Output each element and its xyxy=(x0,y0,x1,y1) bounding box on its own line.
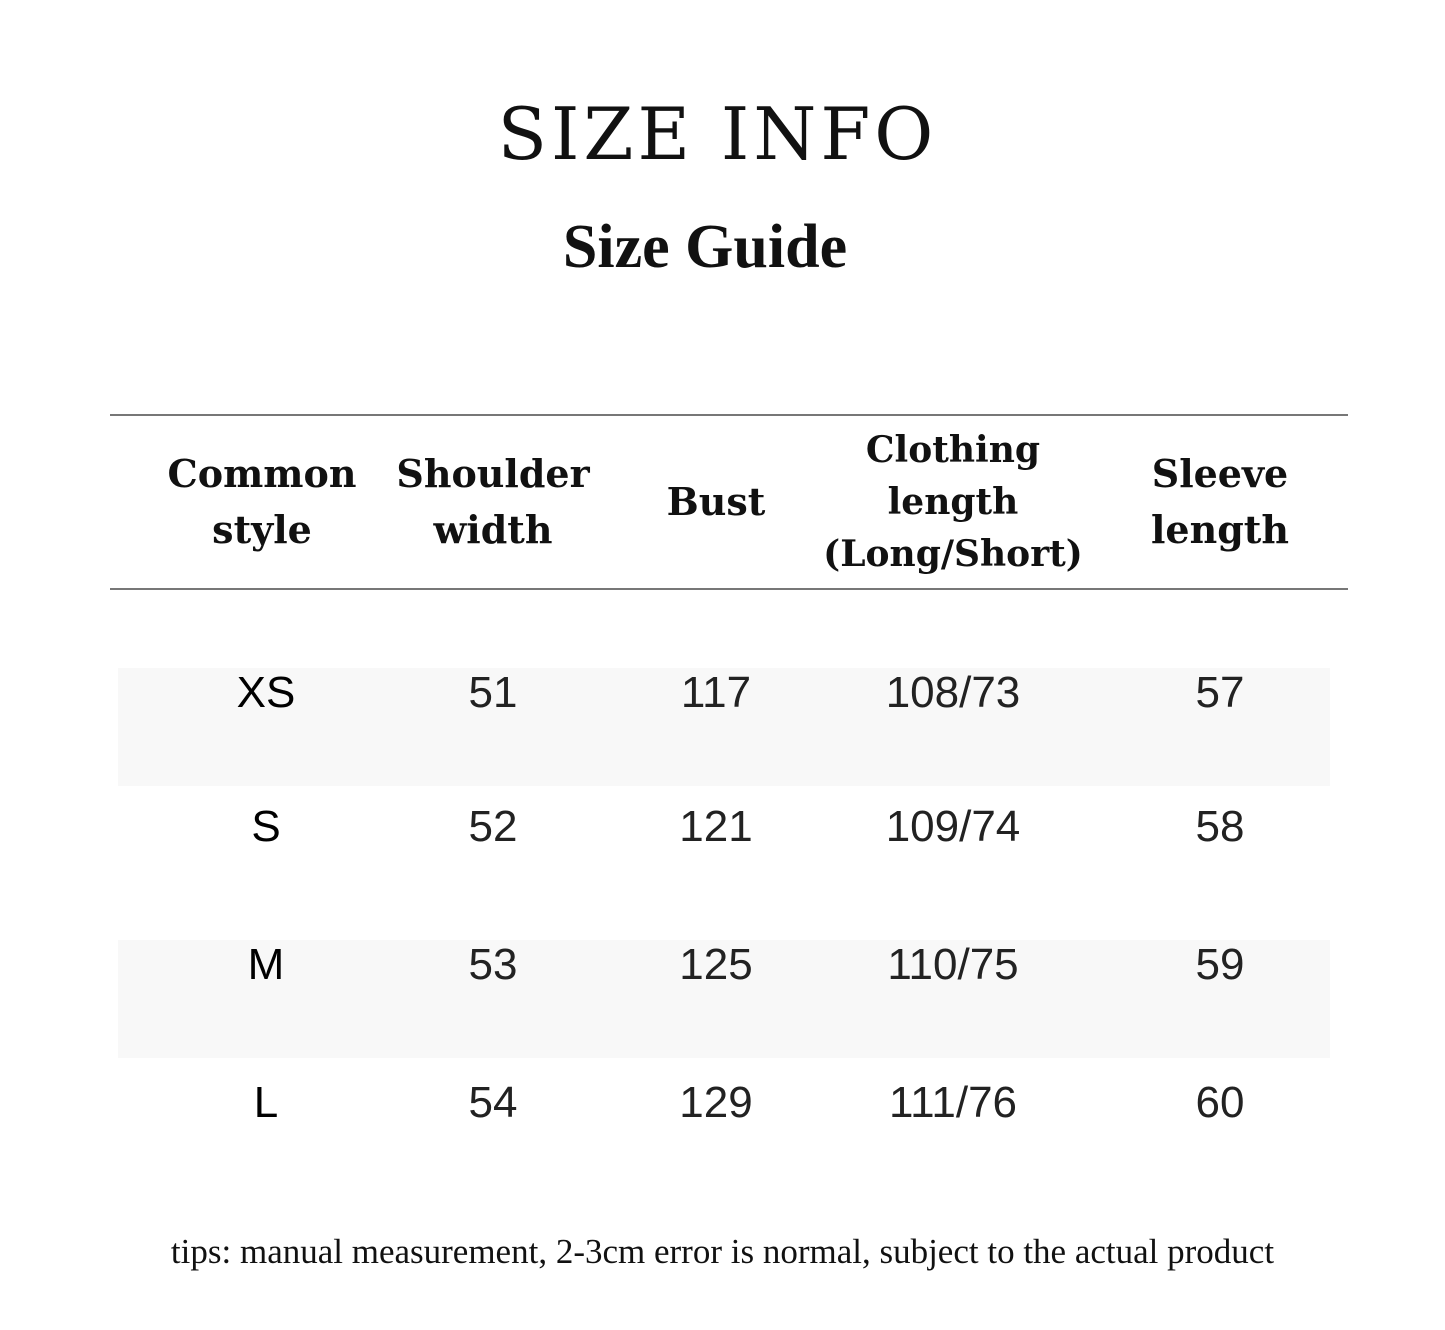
table-row: S 52 121 109/74 58 xyxy=(118,802,1330,920)
measurement-cell: 125 xyxy=(679,940,753,989)
table-top-divider xyxy=(110,414,1348,416)
measurement-cell: 110/75 xyxy=(887,940,1019,989)
table-row: L 54 129 111/76 60 xyxy=(118,1078,1330,1196)
column-header: Shoulder width xyxy=(353,415,633,589)
table-row: XS 51 117 108/73 57 xyxy=(118,668,1330,786)
column-header-line: length xyxy=(1151,507,1289,552)
measurement-cell: 60 xyxy=(1195,1078,1245,1127)
column-header: Bust xyxy=(576,415,856,589)
column-header: Sleeve length xyxy=(1080,415,1360,589)
measurement-cell: 57 xyxy=(1195,668,1245,717)
column-header-line: width xyxy=(433,507,553,552)
column-header-line: Common xyxy=(167,451,357,496)
measurement-cell: 58 xyxy=(1195,802,1245,851)
measurement-cell: 109/74 xyxy=(885,802,1021,851)
measurement-cell: 59 xyxy=(1195,940,1245,989)
column-header-line: length xyxy=(887,481,1019,523)
column-header-line: Shoulder xyxy=(396,451,590,496)
measurement-cell: 111/76 xyxy=(888,1078,1018,1127)
table-row: M 53 125 110/75 59 xyxy=(118,940,1330,1058)
measurement-cell: 51 xyxy=(468,668,518,717)
column-header-line: Clothing xyxy=(865,429,1041,471)
measurement-cell: 54 xyxy=(468,1078,518,1127)
size-label: L xyxy=(253,1078,279,1127)
size-label: M xyxy=(247,940,285,989)
column-header-line: style xyxy=(212,507,312,552)
column-header: Clothing length (Long/Short) xyxy=(813,415,1093,589)
column-header-line: (Long/Short) xyxy=(823,533,1083,575)
size-label: XS xyxy=(236,668,296,717)
size-label: S xyxy=(251,802,281,851)
page-title: SIZE INFO xyxy=(497,92,938,176)
column-header-line: Bust xyxy=(666,479,766,524)
measurement-cell: 117 xyxy=(680,668,752,717)
measurement-cell: 108/73 xyxy=(885,668,1021,717)
measurement-cell: 52 xyxy=(468,802,518,851)
tips-note: tips: manual measurement, 2-3cm error is… xyxy=(170,1232,1275,1271)
measurement-cell: 129 xyxy=(679,1078,753,1127)
measurement-cell: 121 xyxy=(679,802,753,851)
column-header-line: Sleeve xyxy=(1151,451,1289,496)
column-header: Common style xyxy=(122,415,402,589)
table-header-divider xyxy=(110,588,1348,590)
measurement-cell: 53 xyxy=(468,940,518,989)
page-subtitle: Size Guide xyxy=(562,213,848,281)
